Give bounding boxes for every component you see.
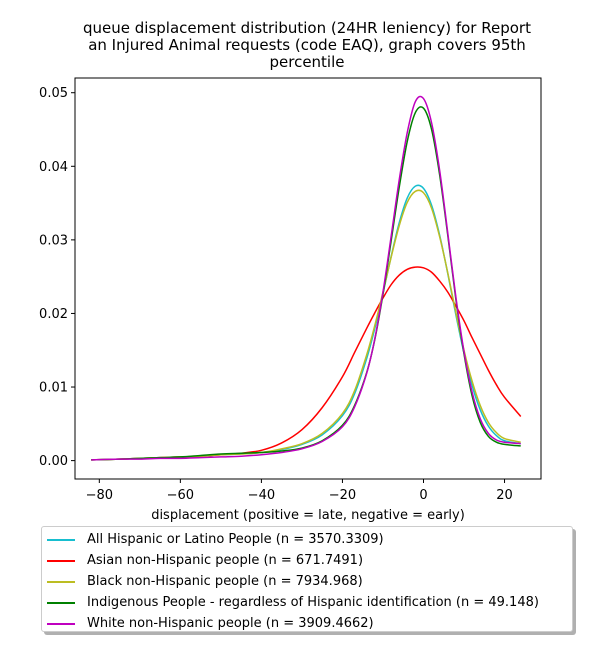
series-lines <box>91 95 522 461</box>
chart-title: queue displacement distribution (24HR le… <box>83 19 531 71</box>
legend-item: Black non-Hispanic people (n = 7934.968) <box>42 571 572 592</box>
x-tick-label: −20 <box>329 488 356 503</box>
legend-label: Asian non-Hispanic people (n = 671.7491) <box>87 553 364 568</box>
legend-label: Indigenous People - regardless of Hispan… <box>87 595 539 610</box>
legend-swatch <box>47 538 75 541</box>
y-tick-label: 0.05 <box>39 86 68 101</box>
legend: All Hispanic or Latino People (n = 3570.… <box>41 526 573 632</box>
x-axis-ticks: −80 −60 −40 −20 0 20 <box>86 479 513 503</box>
legend-item: White non-Hispanic people (n = 3909.4662… <box>42 613 572 634</box>
plot-area <box>74 77 542 480</box>
y-tick-label: 0.01 <box>39 381 68 396</box>
x-tick-label: −80 <box>86 488 113 503</box>
legend-item: Indigenous People - regardless of Hispan… <box>42 592 572 613</box>
y-tick-label: 0.00 <box>39 454 68 469</box>
y-tick-label: 0.02 <box>39 307 68 322</box>
legend-swatch <box>47 601 75 604</box>
legend-label: All Hispanic or Latino People (n = 3570.… <box>87 532 384 547</box>
legend-swatch <box>47 580 75 583</box>
y-tick-label: 0.04 <box>39 160 68 175</box>
legend-item: All Hispanic or Latino People (n = 3570.… <box>42 529 572 550</box>
legend-label: Black non-Hispanic people (n = 7934.968) <box>87 574 363 589</box>
x-tick-label: 20 <box>496 488 513 503</box>
legend-swatch <box>47 559 75 562</box>
legend-swatch <box>47 622 75 625</box>
x-tick-label: 0 <box>419 488 427 503</box>
series-line-4 <box>91 95 521 461</box>
y-axis-ticks: 0.00 0.01 0.02 0.03 0.04 0.05 <box>39 86 75 469</box>
y-tick-label: 0.03 <box>39 233 68 248</box>
legend-label: White non-Hispanic people (n = 3909.4662… <box>87 616 374 631</box>
x-tick-label: −40 <box>248 488 275 503</box>
x-tick-label: −60 <box>167 488 194 503</box>
x-axis-label: displacement (positive = late, negative … <box>151 508 465 523</box>
legend-item: Asian non-Hispanic people (n = 671.7491) <box>42 550 572 571</box>
